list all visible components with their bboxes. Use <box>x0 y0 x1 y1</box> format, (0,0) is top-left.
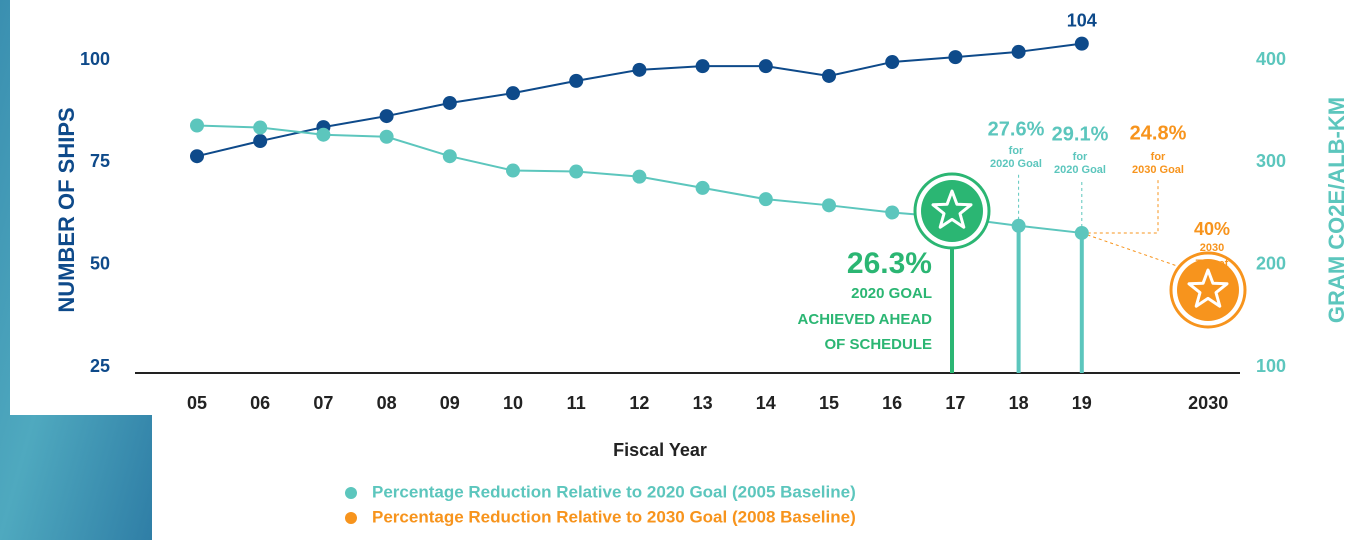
annotation: 2020 GOAL <box>851 285 932 302</box>
y2-axis-label: GRAM CO2E/ALB-KM <box>1324 97 1349 323</box>
x-tick-label: 15 <box>819 393 839 413</box>
badge <box>921 180 983 242</box>
data-point <box>1074 36 1089 51</box>
annotation: 2020 Goal <box>990 158 1042 170</box>
data-point <box>948 50 963 65</box>
x-tick-label: 08 <box>377 393 397 413</box>
data-point <box>632 62 647 77</box>
x-tick-label: 19 <box>1072 393 1092 413</box>
x-tick-label: 13 <box>693 393 713 413</box>
annotation: OF SCHEDULE <box>824 336 932 353</box>
x-tick-label: 07 <box>313 393 333 413</box>
goal-bar <box>950 245 954 373</box>
data-point <box>822 198 836 213</box>
x-tick-label: 2030 <box>1188 393 1228 413</box>
data-point <box>190 149 204 164</box>
x-tick-label: 16 <box>882 393 902 413</box>
data-point <box>442 149 457 164</box>
data-point <box>695 180 710 195</box>
data-point <box>442 95 457 110</box>
y-tick-label: 100 <box>80 49 110 69</box>
annotation: 26.3% <box>847 247 932 280</box>
x-tick-label: 14 <box>756 393 776 413</box>
data-point <box>253 134 268 149</box>
x-tick-label: 12 <box>629 393 649 413</box>
annotation: 29.1% <box>1052 123 1109 145</box>
legend-label: Percentage Reduction Relative to 2030 Go… <box>372 507 856 526</box>
annotation: 2020 Goal <box>1054 164 1106 176</box>
annotation: 40% <box>1194 219 1230 239</box>
legend-label: Percentage Reduction Relative to 2020 Go… <box>372 482 856 501</box>
x-tick-label: 06 <box>250 393 270 413</box>
data-point <box>1011 218 1026 233</box>
y-tick-label: 75 <box>90 151 110 171</box>
x-axis-label: Fiscal Year <box>613 440 707 460</box>
x-tick-label: 05 <box>187 393 207 413</box>
data-point <box>190 118 204 133</box>
y-tick-label: 50 <box>90 253 110 273</box>
x-tick-label: 09 <box>440 393 460 413</box>
badge-star <box>931 189 973 229</box>
goal-bar <box>1079 232 1084 373</box>
annotation: for <box>1151 151 1166 163</box>
y2-tick-label: 300 <box>1256 151 1286 171</box>
y2-tick-label: 200 <box>1256 253 1286 273</box>
data-point <box>822 68 836 83</box>
leader <box>1081 180 1159 234</box>
annotation: 27.6% <box>988 118 1045 140</box>
annotation: for <box>1009 145 1024 157</box>
y-axis-label: NUMBER OF SHIPS <box>54 107 79 312</box>
data-point <box>1011 44 1026 59</box>
data-point <box>758 59 773 74</box>
data-point <box>253 120 268 135</box>
data-point <box>506 86 520 101</box>
annotation: 2030 Goal <box>1132 164 1184 176</box>
data-point <box>316 127 331 142</box>
annotation: ACHIEVED AHEAD <box>798 311 933 328</box>
data-point <box>695 59 710 74</box>
y2-tick-label: 100 <box>1256 356 1286 376</box>
data-point <box>569 164 584 179</box>
badge-star <box>1187 268 1229 308</box>
data-point <box>1074 225 1089 240</box>
annotation: Target <box>1196 258 1229 270</box>
goal-bar <box>1016 225 1021 373</box>
x-tick-label: 18 <box>1009 393 1029 413</box>
badge <box>1177 259 1239 321</box>
data-point <box>569 73 584 88</box>
panel <box>10 0 152 415</box>
data-point <box>506 163 520 178</box>
legend-marker <box>345 512 357 524</box>
data-point <box>758 192 773 207</box>
legend-marker <box>345 487 357 499</box>
annotation: for <box>1073 151 1088 163</box>
data-point <box>379 109 394 124</box>
data-label: 104 <box>1067 10 1097 30</box>
annotation: 2030 <box>1200 242 1224 254</box>
data-point <box>632 169 647 184</box>
y-tick-label: 25 <box>90 356 110 376</box>
data-point <box>379 129 394 144</box>
x-tick-label: 10 <box>503 393 523 413</box>
x-tick-label: 17 <box>945 393 965 413</box>
annotation: 24.8% <box>1130 122 1187 144</box>
x-tick-label: 11 <box>567 393 586 413</box>
data-point <box>885 205 900 220</box>
data-point <box>885 55 900 70</box>
y2-tick-label: 400 <box>1256 49 1286 69</box>
